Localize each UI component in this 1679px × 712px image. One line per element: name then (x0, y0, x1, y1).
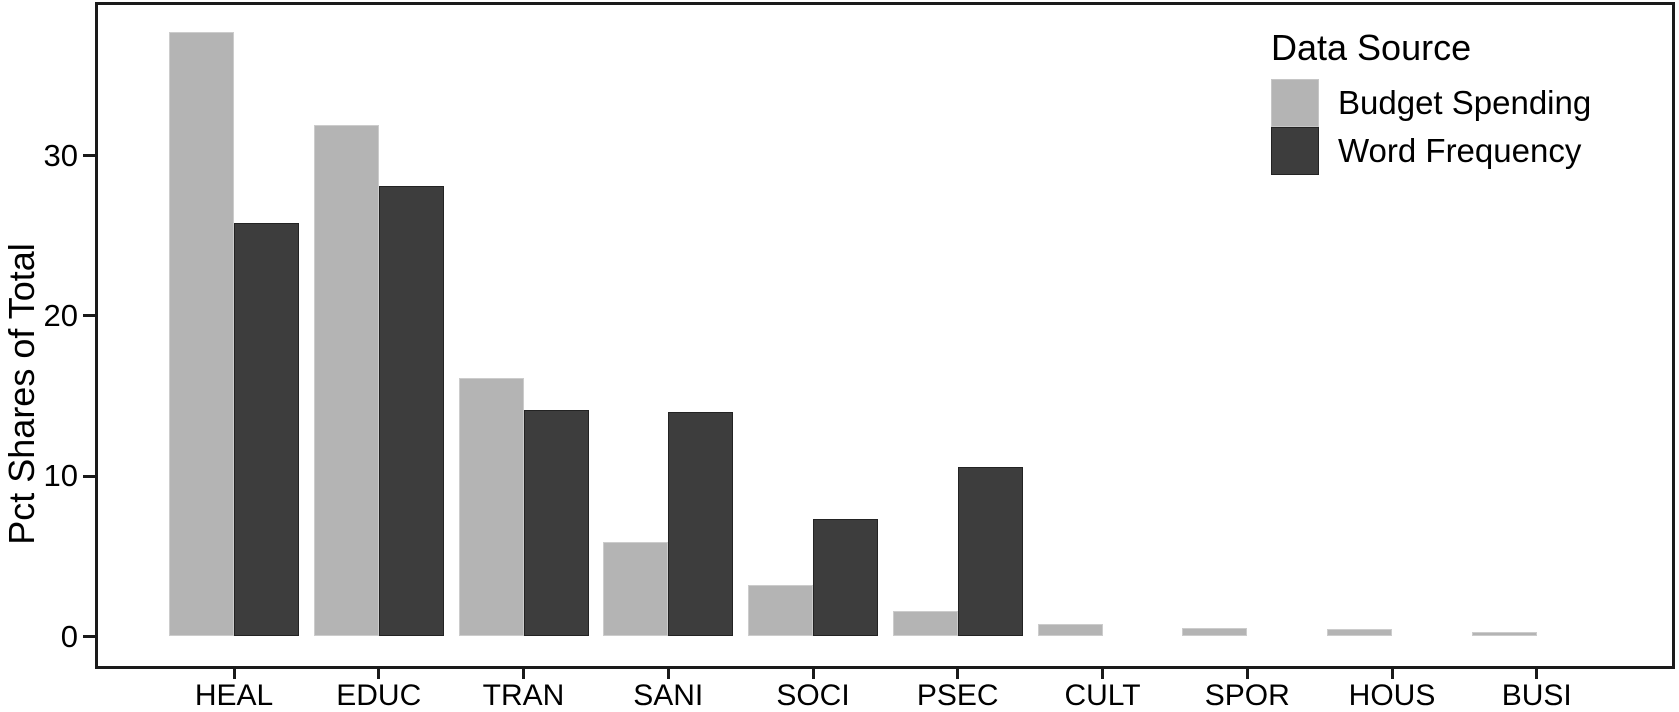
x-tick-mark (666, 668, 670, 679)
bar-soci-word-frequency (813, 519, 878, 637)
bar-sani-budget-spending (603, 541, 669, 637)
y-tick-mark (83, 154, 95, 158)
legend-swatch-budget-spending (1271, 79, 1319, 127)
x-tick-mark (956, 668, 960, 679)
bar-hous-budget-spending (1327, 629, 1392, 637)
x-axis-label-heal: HEAL (194, 679, 274, 712)
bar-educ-budget-spending (313, 125, 379, 637)
x-tick-mark (1245, 668, 1249, 679)
y-tick-label: 30 (43, 137, 78, 173)
y-tick-label: 20 (43, 297, 78, 333)
x-axis-label-busi: BUSI (1501, 679, 1572, 712)
legend-item-budget-spending: Budget Spending (1271, 79, 1591, 127)
x-tick-mark (522, 668, 525, 679)
legend-swatch-word-frequency (1271, 127, 1319, 175)
y-tick-mark (83, 314, 95, 318)
bar-heal-budget-spending (169, 32, 234, 637)
bar-psec-word-frequency (957, 466, 1023, 637)
x-axis-label-spor: SPOR (1204, 679, 1290, 712)
bar-psec-budget-spending (892, 610, 958, 637)
x-axis-label-educ: EDUC (336, 679, 422, 712)
bar-sani-word-frequency (668, 412, 734, 637)
y-tick-mark (83, 635, 95, 638)
bar-cult-budget-spending (1037, 624, 1103, 637)
x-axis-label-psec: PSEC (916, 679, 999, 712)
x-tick-mark (377, 668, 381, 679)
legend-title: Data Source (1271, 27, 1472, 68)
y-tick-label: 10 (43, 458, 78, 494)
x-axis-label-soci: SOCI (776, 679, 850, 712)
x-axis-label-cult: CULT (1064, 679, 1141, 712)
bar-heal-word-frequency (234, 222, 299, 637)
bar-tran-word-frequency (523, 410, 589, 637)
bar-spor-budget-spending (1182, 627, 1248, 637)
x-axis-label-sani: SANI (633, 679, 704, 712)
bar-tran-budget-spending (458, 378, 524, 637)
y-tick-label: 0 (60, 618, 78, 654)
bar-busi-budget-spending (1471, 631, 1537, 637)
x-tick-mark (1535, 668, 1539, 679)
x-tick-mark (1101, 668, 1104, 679)
bar-educ-word-frequency (378, 186, 444, 637)
legend-label-word-frequency: Word Frequency (1338, 132, 1582, 169)
legend-label-budget-spending: Budget Spending (1338, 84, 1592, 121)
x-tick-mark (811, 668, 815, 679)
legend: Data Source Budget Spending Word Frequen… (1271, 28, 1591, 175)
x-axis-label-hous: HOUS (1348, 679, 1436, 712)
x-tick-mark (232, 668, 236, 679)
legend-item-word-frequency: Word Frequency (1271, 127, 1591, 175)
bar-soci-budget-spending (748, 585, 813, 637)
x-axis-label-tran: TRAN (482, 679, 565, 712)
y-tick-mark (83, 474, 95, 478)
x-tick-mark (1390, 668, 1394, 679)
y-axis-title: Pct Shares of Total (1, 243, 42, 545)
plot-panel-border (95, 2, 1675, 669)
